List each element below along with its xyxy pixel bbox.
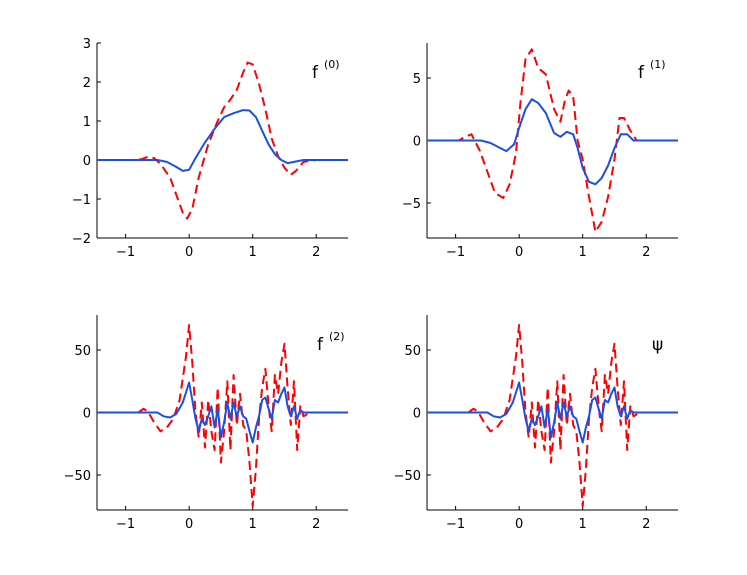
y-tick-label: 0 xyxy=(413,407,421,422)
x-tick-label: 1 xyxy=(579,245,587,260)
chart-panel-4: −1 0 1 2 −50 0 50 ψ xyxy=(394,315,678,532)
y-tick-label: 1 xyxy=(83,115,91,130)
x-tick-label: 2 xyxy=(312,245,320,260)
solid-series-line xyxy=(97,109,348,172)
y-tick-label: 50 xyxy=(74,344,91,359)
x-tick-label: 0 xyxy=(515,517,523,532)
x-tick-label: 2 xyxy=(642,245,650,260)
dashed-series-line xyxy=(427,48,678,233)
x-tick-label: 1 xyxy=(249,517,257,532)
x-tick-label: 2 xyxy=(642,517,650,532)
x-tick-label: 0 xyxy=(185,245,193,260)
panel-title: f xyxy=(317,335,324,355)
chart-panel-1: −1 0 1 2 −2 −1 0 1 2 3 f (0) xyxy=(72,37,348,260)
y-tick-label: 0 xyxy=(83,407,91,422)
x-tick-label: 1 xyxy=(249,245,257,260)
solid-series-line xyxy=(427,98,678,186)
y-tick-label: −50 xyxy=(394,469,421,484)
y-tick-label: 3 xyxy=(83,37,91,52)
x-tick-label: 0 xyxy=(185,517,193,532)
x-tick-label: 0 xyxy=(515,245,523,260)
panel-title: ψ xyxy=(652,335,663,355)
y-tick-label: −2 xyxy=(72,232,91,247)
x-tick-label: −1 xyxy=(116,517,135,532)
panel-title-superscript: (2) xyxy=(329,330,345,343)
panel-title-superscript: (0) xyxy=(324,58,340,71)
y-tick-label: 0 xyxy=(83,154,91,169)
x-tick-label: 2 xyxy=(312,517,320,532)
chart-panel-2: −1 0 1 2 −5 0 5 f (1) xyxy=(402,43,678,260)
x-tick-label: −1 xyxy=(116,245,135,260)
y-tick-label: −50 xyxy=(64,469,91,484)
x-tick-label: −1 xyxy=(446,245,465,260)
solid-series-line xyxy=(427,381,678,444)
x-tick-label: −1 xyxy=(446,517,465,532)
dashed-series-line xyxy=(97,324,348,508)
y-tick-label: 2 xyxy=(83,76,91,91)
y-tick-label: 50 xyxy=(404,344,421,359)
solid-series-line xyxy=(97,381,348,444)
dashed-series-line xyxy=(427,324,678,508)
y-tick-label: −5 xyxy=(402,197,421,212)
panel-title-superscript: (1) xyxy=(650,58,666,71)
dashed-series-line xyxy=(97,61,348,220)
chart-panel-3: −1 0 1 2 −50 0 50 f (2) xyxy=(64,315,348,532)
panel-title: f xyxy=(312,63,319,83)
y-tick-label: 5 xyxy=(413,72,421,87)
x-tick-label: 1 xyxy=(579,517,587,532)
y-tick-label: −1 xyxy=(72,193,91,208)
y-tick-label: 0 xyxy=(413,135,421,150)
panel-title: f xyxy=(638,63,645,83)
